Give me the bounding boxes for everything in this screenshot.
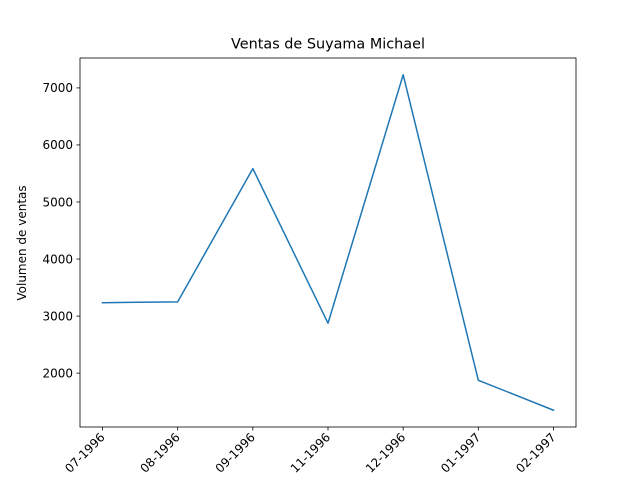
x-tick-label: 08-1996 <box>137 430 182 475</box>
x-tick-label: 01-1997 <box>438 430 483 475</box>
y-axis-label: Volumen de ventas <box>15 185 29 300</box>
axes-frame <box>79 57 577 428</box>
y-tick-label: 7000 <box>42 81 73 95</box>
y-tick-label: 2000 <box>42 366 73 380</box>
x-tick-label: 12-1996 <box>363 430 408 475</box>
x-tick-label: 07-1996 <box>62 430 107 475</box>
y-tick-label: 4000 <box>42 252 73 266</box>
x-tick-label: 09-1996 <box>213 430 258 475</box>
chart-title: Ventas de Suyama Michael <box>231 37 425 53</box>
y-tick-label: 5000 <box>42 195 73 209</box>
plot-area: 2000 3000 4000 5000 6000 7000 07-1996 08-1996 09… <box>42 57 577 476</box>
y-tick-label: 3000 <box>42 309 73 323</box>
x-tick-label: 02-1997 <box>513 430 558 475</box>
series-line-0 <box>101 74 555 412</box>
y-tick-label: 6000 <box>42 138 73 152</box>
x-tick-label: 11-1996 <box>288 430 333 475</box>
